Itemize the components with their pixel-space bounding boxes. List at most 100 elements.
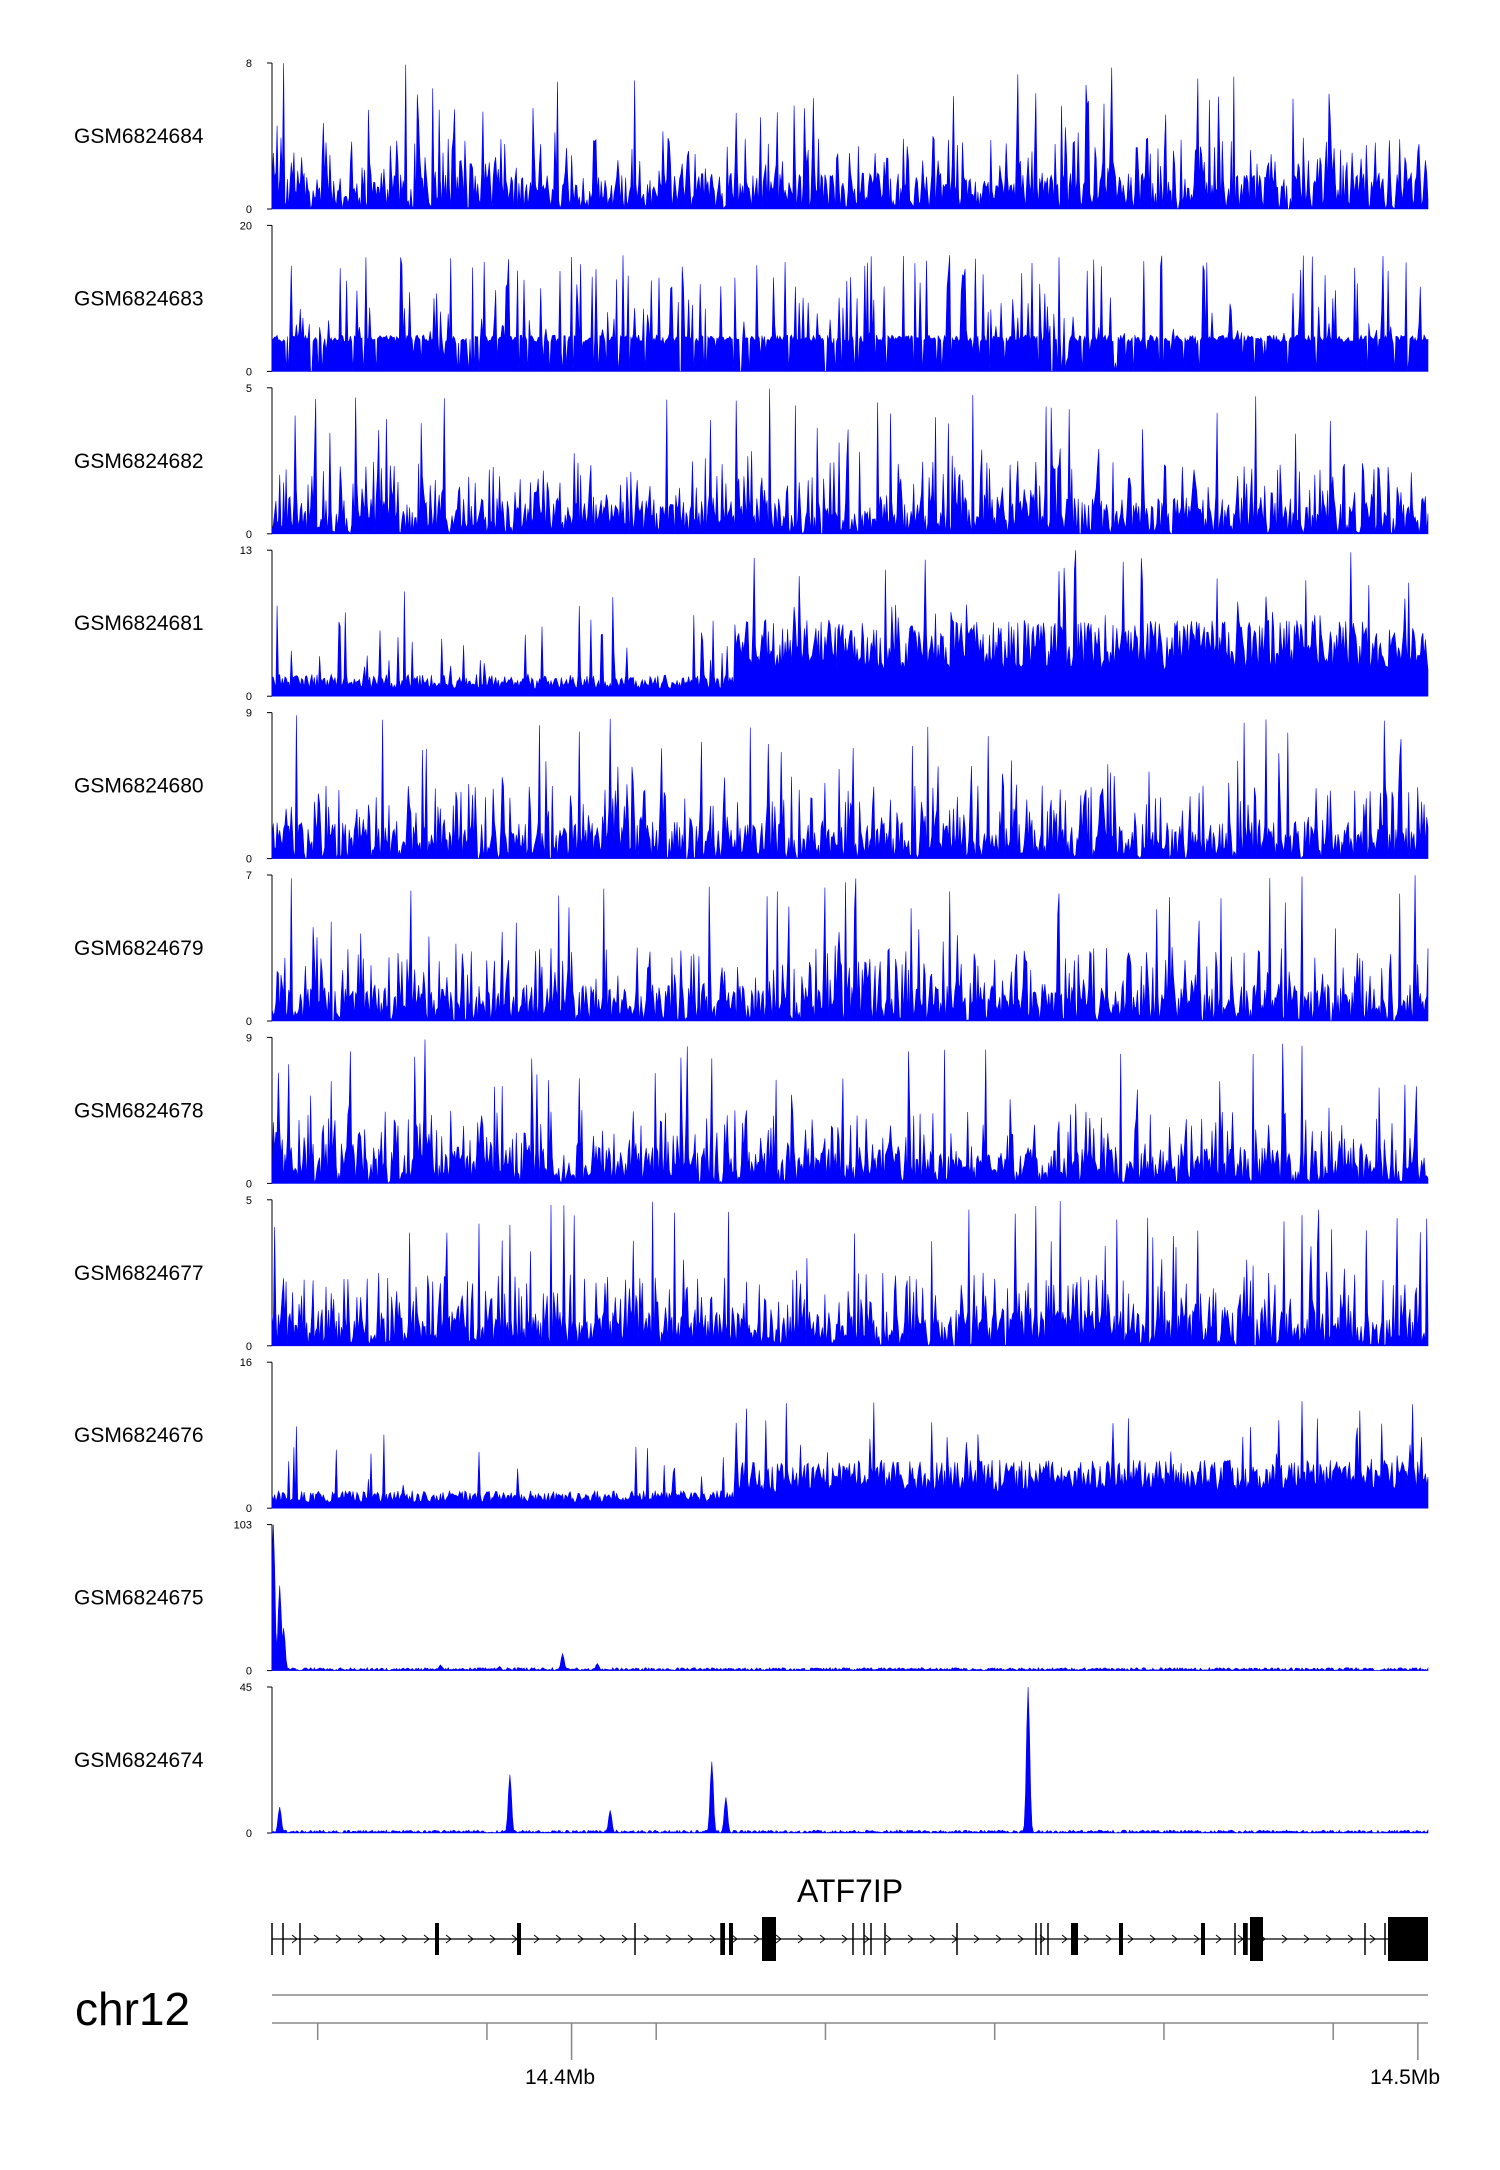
utr-block <box>1388 1925 1428 1953</box>
strand-arrow <box>313 1934 320 1944</box>
y-max-label: 20 <box>240 220 252 232</box>
strand-arrow <box>1193 1934 1200 1944</box>
track-GSM6824674: GSM6824674 45 0 <box>74 1682 1429 1840</box>
signal-area <box>271 1401 1429 1509</box>
strand-arrow <box>423 1934 430 1944</box>
signal-tracks: GSM682468480GSM6824683200GSM682468250GSM… <box>74 58 1429 1840</box>
y-zero-label: 0 <box>246 366 252 378</box>
y-max-label: 5 <box>246 1195 252 1207</box>
exon-block <box>517 1923 521 1955</box>
strand-arrow <box>1061 1934 1068 1944</box>
strand-arrow <box>621 1934 628 1944</box>
signal-area <box>271 63 1429 210</box>
strand-arrow <box>1215 1934 1222 1944</box>
y-zero-label: 0 <box>246 1503 252 1515</box>
track-label: GSM6824682 <box>74 450 204 473</box>
y-zero-label: 0 <box>246 1341 252 1353</box>
strand-arrow <box>885 1934 892 1944</box>
strand-arrow <box>555 1934 562 1944</box>
y-max-label: 16 <box>240 1357 252 1369</box>
y-zero-label: 0 <box>246 854 252 866</box>
axis-ticks <box>316 2023 1419 2060</box>
strand-arrow <box>357 1934 364 1944</box>
strand-arrow <box>1171 1934 1178 1944</box>
strand-arrow <box>1325 1934 1332 1944</box>
strand-arrow <box>731 1934 738 1944</box>
exon-block <box>762 1917 776 1961</box>
x-tick-label-14-5: 14.5Mb <box>1370 2066 1440 2089</box>
strand-arrow <box>1083 1934 1090 1944</box>
signal-area <box>271 715 1429 860</box>
strand-arrow <box>445 1934 452 1944</box>
strand-arrow <box>291 1934 298 1944</box>
signal-area <box>271 875 1429 1022</box>
track-GSM6824675: GSM6824675 103 0 <box>74 1520 1429 1678</box>
y-zero-label: 0 <box>246 1178 252 1190</box>
track-label: GSM6824676 <box>74 1424 204 1447</box>
track-GSM6824676: GSM6824676 16 0 <box>74 1357 1429 1515</box>
y-zero-label: 0 <box>246 691 252 703</box>
strand-arrow <box>797 1934 804 1944</box>
strand-arrow <box>1303 1934 1310 1944</box>
exon-block <box>729 1923 733 1955</box>
strand-arrow <box>401 1934 408 1944</box>
exon-block <box>435 1923 439 1955</box>
signal-area <box>271 388 1429 535</box>
y-max-label: 9 <box>246 1032 252 1044</box>
y-zero-label: 0 <box>246 204 252 216</box>
y-max-label: 103 <box>234 1520 252 1532</box>
signal-area <box>271 255 1429 372</box>
track-GSM6824682: GSM6824682 5 0 <box>74 383 1429 541</box>
strand-arrow <box>1105 1934 1112 1944</box>
strand-arrow <box>467 1934 474 1944</box>
track-GSM6824681: GSM6824681 13 0 <box>74 545 1429 703</box>
strand-arrow <box>1347 1934 1354 1944</box>
gene-model-atf7ip <box>271 1917 1428 1961</box>
strand-arrow <box>929 1934 936 1944</box>
track-GSM6824679: GSM6824679 7 0 <box>74 870 1429 1028</box>
strand-arrow <box>973 1934 980 1944</box>
track-label: GSM6824679 <box>74 937 204 960</box>
track-label: GSM6824681 <box>74 612 204 635</box>
strand-arrow <box>335 1934 342 1944</box>
y-max-label: 45 <box>240 1682 252 1694</box>
track-label: GSM6824680 <box>74 775 204 798</box>
track-GSM6824680: GSM6824680 9 0 <box>74 708 1429 866</box>
track-label: GSM6824677 <box>74 1262 204 1285</box>
strand-arrow <box>687 1934 694 1944</box>
x-tick-label-14-4: 14.4Mb <box>525 2066 595 2089</box>
track-GSM6824684: GSM6824684 8 0 <box>74 58 1429 216</box>
exon-block <box>721 1923 725 1955</box>
y-max-label: 7 <box>246 870 252 882</box>
exon-block <box>1071 1923 1078 1955</box>
strand-arrow <box>775 1934 782 1944</box>
y-zero-label: 0 <box>246 1828 252 1840</box>
strand-arrow <box>863 1934 870 1944</box>
exon-block <box>1243 1923 1247 1955</box>
y-zero-label: 0 <box>246 1666 252 1678</box>
strand-arrow <box>1017 1934 1024 1944</box>
track-label: GSM6824683 <box>74 287 204 310</box>
strand-arrow <box>599 1934 606 1944</box>
y-zero-label: 0 <box>246 529 252 541</box>
strand-arrow <box>1369 1934 1376 1944</box>
strand-arrow <box>819 1934 826 1944</box>
track-label: GSM6824675 <box>74 1587 204 1610</box>
y-zero-label: 0 <box>246 1016 252 1028</box>
gene-track: ATF7IP <box>271 1873 1428 1961</box>
exon-block <box>1119 1923 1123 1955</box>
signal-area <box>271 1039 1429 1185</box>
y-max-label: 5 <box>246 383 252 395</box>
track-label: GSM6824684 <box>74 125 204 148</box>
y-max-label: 13 <box>240 545 252 557</box>
gene-label: ATF7IP <box>797 1873 903 1909</box>
strand-arrow <box>643 1934 650 1944</box>
track-GSM6824677: GSM6824677 5 0 <box>74 1195 1429 1353</box>
track-GSM6824683: GSM6824683 20 0 <box>74 220 1429 378</box>
strand-arrow <box>1127 1934 1134 1944</box>
track-label: GSM6824674 <box>74 1749 204 1772</box>
exon-block <box>1201 1923 1205 1955</box>
y-max-label: 8 <box>246 58 252 70</box>
strand-arrow <box>489 1934 496 1944</box>
